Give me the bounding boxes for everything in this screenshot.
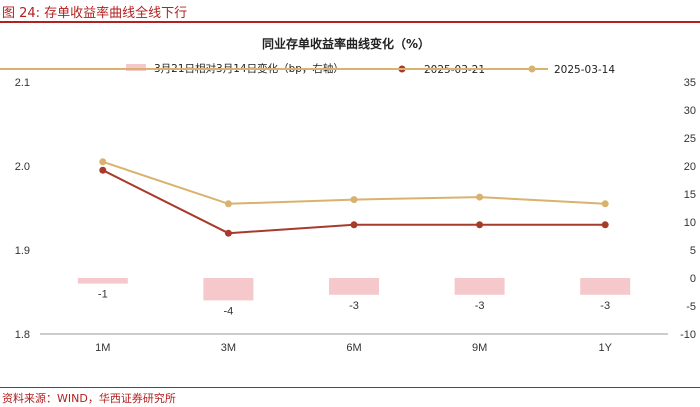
y-right-tick-label: 5 [690, 245, 696, 257]
y-right-tick-label: 25 [684, 133, 696, 145]
legend: 3月21日相对3月14日变化（bp，右轴） 2025-03-21 2025-03… [0, 62, 615, 76]
y-right-tick-label: 10 [684, 217, 696, 229]
legend-marker-0314 [528, 65, 536, 73]
y-left-tick-label: 1.8 [15, 329, 30, 341]
y-right-tick-label: -5 [686, 301, 696, 313]
series-2025-03-21-point [224, 229, 232, 237]
yield-curve-chart: 同业存单收益率曲线变化（%） 3月21日相对3月14日变化（bp，右轴） 202… [0, 36, 696, 354]
bar-data-label: -3 [475, 300, 485, 312]
legend-label-0314: 2025-03-14 [554, 64, 615, 76]
y-left-tick-label: 2.1 [15, 77, 30, 89]
y-right-tick-label: 0 [690, 273, 696, 285]
series-2025-03-21-point [476, 221, 484, 229]
bar-data-label: -4 [224, 305, 234, 317]
y-right-tick-label: 20 [684, 161, 696, 173]
axis-layer: 1.8 1.9 2.0 2.1 -10 -5 0 5 10 15 20 25 30 35 1M 3M 6M 9M 1… [15, 77, 696, 354]
figure-header: 图 24: 存单收益率曲线全线下行 [0, 0, 700, 22]
series-2025-03-14-point [99, 158, 107, 166]
y-left-tick-label: 2.0 [15, 161, 30, 173]
series-2025-03-21-point [350, 221, 358, 229]
series-2025-03-14-point [601, 200, 609, 208]
series-2025-03-14-point [224, 200, 232, 208]
bar-data-label: -3 [600, 300, 610, 312]
bar-6M [329, 278, 379, 295]
chart-title: 同业存单收益率曲线变化（%） [262, 36, 430, 51]
series-2025-03-21-point [601, 221, 609, 229]
bar-data-label: -1 [98, 289, 108, 301]
footer-rule [0, 387, 700, 388]
labels-layer: -1 -4 -3 -3 -3 [98, 289, 610, 318]
bar-3M [203, 278, 254, 301]
bars-layer [77, 278, 631, 301]
x-tick-label: 3M [221, 342, 236, 354]
y-right-tick-label: 35 [684, 77, 696, 89]
series-2025-03-21-point [99, 166, 107, 174]
y-right-tick-label: -10 [680, 329, 696, 341]
header-rule [0, 21, 700, 23]
x-tick-label: 6M [346, 342, 361, 354]
bar-data-label: -3 [349, 300, 359, 312]
bar-1M [77, 278, 128, 284]
figure-source: 资料来源：WIND，华西证券研究所 [2, 392, 176, 405]
series-2025-03-14-point [476, 193, 484, 201]
legend-bar-swatch [126, 64, 146, 71]
series-2025-03-14-point [350, 196, 358, 204]
x-tick-label: 1M [95, 342, 110, 354]
lines-layer [99, 158, 609, 237]
figure-title: 图 24: 存单收益率曲线全线下行 [2, 6, 188, 21]
y-left-tick-label: 1.9 [15, 245, 30, 257]
x-tick-label: 1Y [598, 342, 612, 354]
bar-1Y [580, 278, 631, 295]
x-tick-label: 9M [472, 342, 487, 354]
bar-9M [454, 278, 505, 295]
y-right-tick-label: 30 [684, 105, 696, 117]
y-right-tick-label: 15 [684, 189, 696, 201]
